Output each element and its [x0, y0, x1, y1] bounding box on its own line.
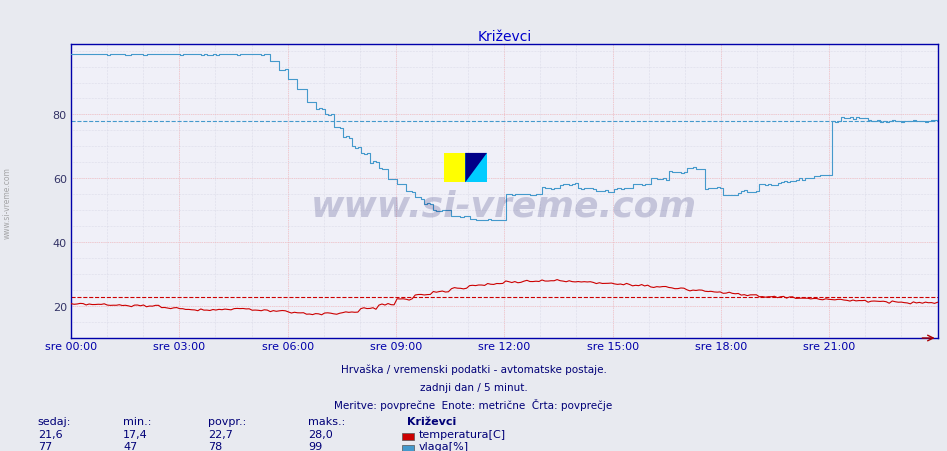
Text: 77: 77 [38, 441, 52, 451]
Polygon shape [465, 153, 487, 183]
Text: temperatura[C]: temperatura[C] [419, 429, 506, 439]
Text: 28,0: 28,0 [308, 429, 332, 439]
Text: www.si-vreme.com: www.si-vreme.com [3, 167, 12, 239]
Text: zadnji dan / 5 minut.: zadnji dan / 5 minut. [420, 382, 527, 392]
Title: Križevci: Križevci [477, 30, 531, 44]
Text: sedaj:: sedaj: [38, 416, 71, 426]
Text: 21,6: 21,6 [38, 429, 63, 439]
Bar [443, 153, 465, 183]
Text: Hrvaška / vremenski podatki - avtomatske postaje.: Hrvaška / vremenski podatki - avtomatske… [341, 364, 606, 374]
Text: 99: 99 [308, 441, 322, 451]
Text: www.si-vreme.com: www.si-vreme.com [312, 189, 697, 223]
Text: vlaga[%]: vlaga[%] [419, 441, 469, 451]
Text: Meritve: povprečne  Enote: metrične  Črta: povprečje: Meritve: povprečne Enote: metrične Črta:… [334, 398, 613, 410]
Text: 78: 78 [208, 441, 223, 451]
Bar [465, 153, 487, 183]
Text: maks.:: maks.: [308, 416, 345, 426]
Text: 22,7: 22,7 [208, 429, 233, 439]
Text: povpr.:: povpr.: [208, 416, 246, 426]
Text: Križevci: Križevci [407, 416, 456, 426]
Text: 17,4: 17,4 [123, 429, 148, 439]
Text: min.:: min.: [123, 416, 152, 426]
Text: 47: 47 [123, 441, 137, 451]
